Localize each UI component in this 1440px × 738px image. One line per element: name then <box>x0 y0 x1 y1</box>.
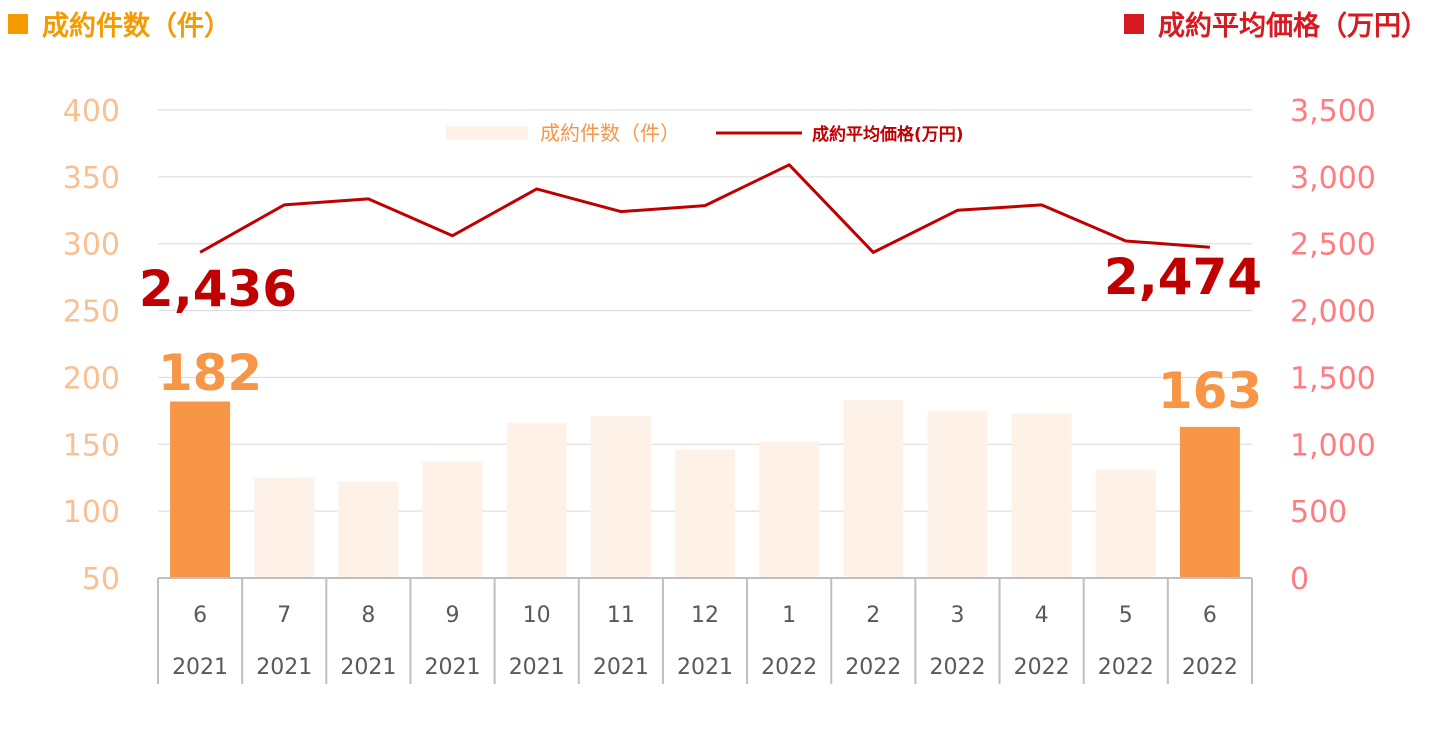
category-year-label: 2022 <box>845 655 901 680</box>
category-year-label: 2022 <box>929 655 985 680</box>
category-year-label: 2022 <box>761 655 817 680</box>
left-axis-tick-label: 350 <box>63 161 120 196</box>
category-year-label: 2021 <box>677 655 733 680</box>
category-year-label: 2021 <box>593 655 649 680</box>
right-axis-tick-label: 3,500 <box>1290 94 1376 129</box>
data-label: 182 <box>158 344 262 402</box>
category-month-label: 10 <box>523 603 551 628</box>
left-axis-tick-label: 100 <box>63 495 120 530</box>
right-axis-tick-label: 3,000 <box>1290 161 1376 196</box>
bar <box>843 400 904 578</box>
bar-series <box>170 400 1240 578</box>
category-month-label: 11 <box>607 603 635 628</box>
category-month-label: 4 <box>1035 603 1049 628</box>
data-label: 2,474 <box>1104 248 1262 306</box>
right-axis-header-label: 成約平均価格（万円） <box>1158 11 1428 42</box>
category-month-label: 6 <box>1203 603 1217 628</box>
line-series <box>199 163 1211 254</box>
right-axis-tick-label: 1,500 <box>1290 361 1376 396</box>
right-axis-tick-label: 0 <box>1290 562 1309 597</box>
left-axis-header-label: 成約件数（件） <box>42 11 231 42</box>
category-axis: 6202172021820219202110202111202112202112… <box>157 577 1253 684</box>
category-month-label: 1 <box>782 603 796 628</box>
left-axis-tick-label: 250 <box>63 295 120 330</box>
bar <box>170 401 231 578</box>
bar <box>927 410 988 578</box>
category-month-label: 8 <box>361 603 375 628</box>
left-axis-tick-label: 50 <box>82 562 120 597</box>
category-year-label: 2022 <box>1098 655 1154 680</box>
category-year-label: 2021 <box>425 655 481 680</box>
category-month-label: 2 <box>866 603 880 628</box>
line-series-path <box>199 163 1211 254</box>
left-axis-tick-label: 200 <box>63 361 120 396</box>
category-month-label: 3 <box>950 603 964 628</box>
red-square-icon <box>1124 13 1144 34</box>
category-year-label: 2021 <box>172 655 228 680</box>
left-axis-tick-label: 150 <box>63 428 120 463</box>
legend: 成約件数（件） 成約平均価格(万円) <box>446 121 964 145</box>
right-axis-tick-label: 2,000 <box>1290 295 1376 330</box>
category-month-label: 7 <box>277 603 291 628</box>
data-label: 2,436 <box>139 260 297 318</box>
bar <box>675 449 735 578</box>
category-year-label: 2021 <box>256 655 312 680</box>
left-axis: 50 100 150 200 250 300 350 400 <box>63 94 120 597</box>
right-axis-tick-label: 1,000 <box>1290 428 1376 463</box>
bar <box>590 416 651 578</box>
category-year-label: 2021 <box>340 655 396 680</box>
right-axis-tick-label: 2,500 <box>1290 228 1376 263</box>
data-annotations: 182 163 2,436 2,474 <box>139 248 1262 420</box>
category-year-label: 2022 <box>1014 655 1070 680</box>
category-year-label: 2021 <box>509 655 565 680</box>
bar <box>338 481 399 578</box>
data-label: 163 <box>1158 362 1262 420</box>
right-axis: 0 500 1,000 1,500 2,000 2,500 3,000 3,500 <box>1290 94 1376 597</box>
left-axis-header: 成約件数（件） <box>8 4 231 43</box>
bar <box>1095 469 1156 578</box>
bar <box>1179 426 1240 578</box>
category-month-label: 5 <box>1119 603 1133 628</box>
category-year-label: 2022 <box>1182 655 1238 680</box>
orange-square-icon <box>8 13 28 34</box>
bar <box>506 422 567 578</box>
legend-line-label: 成約平均価格(万円) <box>812 124 964 145</box>
left-axis-tick-label: 300 <box>63 228 120 263</box>
bar <box>422 461 483 578</box>
bar <box>254 477 315 578</box>
category-month-label: 9 <box>446 603 460 628</box>
legend-bar-label: 成約件数（件） <box>540 121 680 145</box>
left-axis-tick-label: 400 <box>63 94 120 129</box>
bar <box>759 441 820 578</box>
right-axis-header: 成約平均価格（万円） <box>1124 4 1428 43</box>
bar <box>1011 413 1072 578</box>
category-month-label: 6 <box>193 603 207 628</box>
right-axis-tick-label: 500 <box>1290 495 1347 530</box>
legend-bar-swatch <box>446 126 528 140</box>
category-month-label: 12 <box>691 603 719 628</box>
